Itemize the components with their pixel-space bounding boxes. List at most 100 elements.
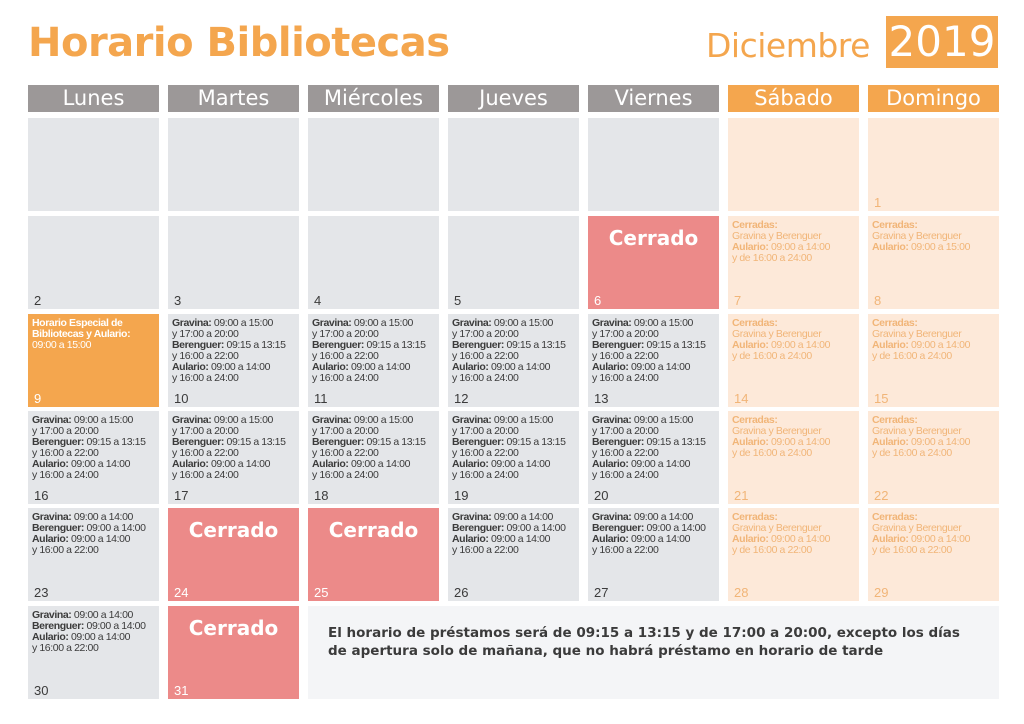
schedule-line: Aulario: 09:00 a 14:00 (312, 361, 411, 373)
schedule-line: Horario Especial de (32, 317, 123, 329)
schedule-line: Aulario: 09:00 a 14:00 (172, 361, 271, 373)
closed-label: Cerrado (608, 226, 699, 250)
schedule-line: Aulario: 09:00 a 14:00 (32, 631, 131, 643)
schedule-line: Gravina: 09:00 a 15:00 (32, 414, 133, 426)
schedule-line: Gravina: 09:00 a 15:00 (312, 414, 413, 426)
schedule-line: Gravina y Berenguer (732, 425, 822, 437)
schedule-line: Bibliotecas y Aulario: (32, 328, 131, 340)
schedule-line: Cerradas: (872, 317, 918, 329)
schedule-line: y 17:00 a 20:00 (172, 425, 239, 437)
day-cell-5: 5 (448, 216, 579, 309)
schedule-line: Cerradas: (872, 219, 918, 231)
schedule-line: Cerradas: (872, 414, 918, 426)
schedule-line: y 17:00 a 20:00 (312, 425, 379, 437)
schedule-line: Gravina: 09:00 a 14:00 (32, 511, 133, 523)
schedule-line: Gravina: 09:00 a 15:00 (172, 317, 273, 329)
schedule-line: y 17:00 a 20:00 (172, 328, 239, 340)
day-number: 20 (594, 488, 609, 503)
schedule-line: Aulario: 09:00 a 14:00 (452, 458, 551, 470)
schedule-line: Gravina y Berenguer (872, 425, 962, 437)
day-cell-25: Cerrado 25 (308, 508, 439, 601)
schedule-line: y 16:00 a 24:00 (592, 372, 659, 384)
schedule-line: Aulario: 09:00 a 14:00 (312, 458, 411, 470)
schedule-line: y 17:00 a 20:00 (312, 328, 379, 340)
year-badge: 2019 (886, 16, 998, 68)
day-number: 2 (34, 293, 42, 308)
day-cell-21: Cerradas: Gravina y Berenguer Aulario: 09:… (728, 411, 859, 504)
schedule-line: y de 16:00 a 22:00 (732, 544, 812, 556)
schedule-line: y de 16:00 a 22:00 (872, 544, 952, 556)
day-cell-22: Cerradas: Gravina y Berenguer Aulario: 09:… (868, 411, 999, 504)
closed-label: Cerrado (188, 616, 279, 640)
schedule-line: Berenguer: 09:00 a 14:00 (32, 620, 146, 632)
schedule-line: Aulario: 09:00 a 14:00 (592, 361, 691, 373)
schedule-line: Gravina: 09:00 a 15:00 (172, 414, 273, 426)
schedule-line: y 16:00 a 22:00 (452, 544, 519, 556)
day-cell-10: Gravina: 09:00 a 15:00 y 17:00 a 20:00 Ber… (168, 314, 299, 407)
schedule-line: Cerradas: (872, 511, 918, 523)
day-cell-2: 2 (28, 216, 159, 309)
schedule-line: Berenguer: 09:15 a 13:15 (452, 339, 566, 351)
day-number: 16 (34, 488, 49, 503)
schedule-line: y de 16:00 a 24:00 (732, 447, 812, 459)
schedule-line: Cerradas: (732, 414, 778, 426)
empty-cell (448, 118, 579, 211)
schedule-line: Berenguer: 09:15 a 13:15 (592, 436, 706, 448)
schedule-line: Gravina y Berenguer (872, 230, 962, 242)
day-cell-15: Cerradas: Gravina y Berenguer Aulario: 09:… (868, 314, 999, 407)
day-number: 7 (734, 293, 742, 308)
day-cell-1: 1 (868, 118, 999, 211)
day-cell-13: Gravina: 09:00 a 15:00 y 17:00 a 20:00 Ber… (588, 314, 719, 407)
schedule-line: Aulario: 09:00 a 14:00 (732, 436, 831, 448)
day-number: 21 (734, 488, 749, 503)
schedule-line: y 16:00 a 24:00 (452, 469, 519, 481)
day-cell-6: Cerrado 6 (588, 216, 719, 309)
schedule-line: Gravina y Berenguer (872, 328, 962, 340)
schedule-line: Gravina y Berenguer (732, 230, 822, 242)
day-cell-14: Cerradas: Gravina y Berenguer Aulario: 09:… (728, 314, 859, 407)
day-cell-4: 4 (308, 216, 439, 309)
schedule-line: Aulario: 09:00 a 14:00 (732, 339, 831, 351)
schedule-line: y 16:00 a 22:00 (32, 642, 99, 654)
day-cell-3: 3 (168, 216, 299, 309)
day-number: 9 (34, 391, 42, 406)
schedule-line: y 16:00 a 24:00 (32, 469, 99, 481)
schedule-line: Aulario: 09:00 a 14:00 (732, 533, 831, 545)
schedule-line: 09:00 a 15:00 (32, 339, 92, 351)
schedule-line: y 16:00 a 24:00 (592, 469, 659, 481)
schedule-line: y 16:00 a 22:00 (452, 350, 519, 362)
schedule-line: Berenguer: 09:00 a 14:00 (32, 522, 146, 534)
schedule-line: Cerradas: (732, 219, 778, 231)
day-cell-23: Gravina: 09:00 a 14:00 Berenguer: 09:00 a… (28, 508, 159, 601)
schedule-line: Berenguer: 09:00 a 14:00 (452, 522, 566, 534)
weekday-header: Miércoles (308, 85, 439, 112)
closed-label: Cerrado (328, 518, 419, 542)
day-number: 14 (734, 391, 749, 406)
day-number: 29 (874, 585, 889, 600)
day-cell-11: Gravina: 09:00 a 15:00 y 17:00 a 20:00 Ber… (308, 314, 439, 407)
day-number: 17 (174, 488, 189, 503)
schedule-line: y 17:00 a 20:00 (592, 328, 659, 340)
day-cell-30: Gravina: 09:00 a 14:00 Berenguer: 09:00 a… (28, 606, 159, 699)
day-number: 6 (594, 293, 602, 308)
month-label: Diciembre (706, 26, 870, 65)
schedule-line: Berenguer: 09:15 a 13:15 (592, 339, 706, 351)
schedule-line: Aulario: 09:00 a 14:00 (872, 339, 971, 351)
schedule-line: Berenguer: 09:15 a 13:15 (172, 436, 286, 448)
day-number: 25 (314, 585, 329, 600)
day-number: 15 (874, 391, 889, 406)
day-cell-16: Gravina: 09:00 a 15:00 y 17:00 a 20:00 Ber… (28, 411, 159, 504)
day-number: 22 (874, 488, 889, 503)
day-number: 19 (454, 488, 469, 503)
day-cell-9: Horario Especial de Bibliotecas y Aulario… (28, 314, 159, 407)
day-cell-19: Gravina: 09:00 a 15:00 y 17:00 a 20:00 Ber… (448, 411, 579, 504)
schedule-line: y 16:00 a 22:00 (452, 447, 519, 459)
schedule-line: Gravina y Berenguer (872, 522, 962, 534)
weekday-header: Jueves (448, 85, 579, 112)
schedule-line: Aulario: 09:00 a 14:00 (452, 533, 551, 545)
day-cell-26: Gravina: 09:00 a 14:00 Berenguer: 09:00 a… (448, 508, 579, 601)
schedule-line: y 16:00 a 22:00 (592, 350, 659, 362)
schedule-line: y 16:00 a 22:00 (32, 544, 99, 556)
day-cell-12: Gravina: 09:00 a 15:00 y 17:00 a 20:00 Ber… (448, 314, 579, 407)
schedule-line: y 16:00 a 24:00 (172, 372, 239, 384)
